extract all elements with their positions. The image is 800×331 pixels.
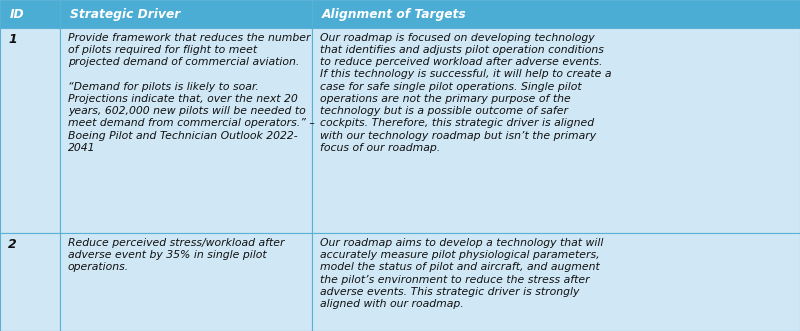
Bar [312,0,800,28]
Text: Strategic Driver: Strategic Driver [70,8,180,21]
Bar [60,28,312,233]
Bar [0,28,60,233]
Text: Reduce perceived stress/workload after
adverse event by 35% in single pilot
oper: Reduce perceived stress/workload after a… [68,238,285,272]
Bar [60,233,312,331]
Text: Alignment of Targets: Alignment of Targets [322,8,466,21]
Bar [312,233,800,331]
Text: 1: 1 [8,33,17,46]
Text: 2: 2 [8,238,17,251]
Text: Provide framework that reduces the number
of pilots required for flight to meet
: Provide framework that reduces the numbe… [68,33,315,153]
Bar [60,0,312,28]
Bar [312,28,800,233]
Bar [0,0,60,28]
Text: ID: ID [10,8,24,21]
Text: Our roadmap is focused on developing technology
that identifies and adjusts pilo: Our roadmap is focused on developing tec… [320,33,611,153]
Text: Our roadmap aims to develop a technology that will
accurately measure pilot phys: Our roadmap aims to develop a technology… [320,238,603,309]
Bar [0,233,60,331]
